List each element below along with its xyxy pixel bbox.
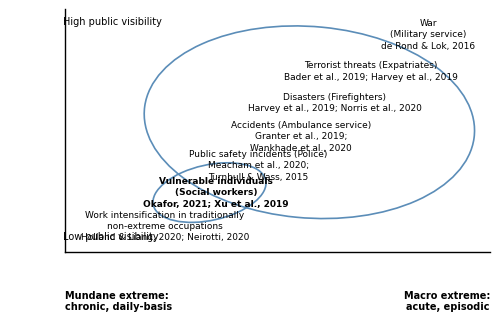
Text: Work intensification in traditionally
non-extreme occupations
Holland & Liang, 2: Work intensification in traditionally no… — [80, 211, 249, 243]
Text: War
(Military service)
de Rond & Lok, 2016: War (Military service) de Rond & Lok, 20… — [382, 19, 476, 51]
Text: Terrorist threats (Expatriates)
Bader et al., 2019; Harvey et al., 2019: Terrorist threats (Expatriates) Bader et… — [284, 61, 458, 82]
Text: High public visibility: High public visibility — [63, 17, 162, 27]
Text: Mundane extreme:
chronic, daily-basis: Mundane extreme: chronic, daily-basis — [65, 291, 172, 312]
Text: Vulnerable individuals
(Social workers)
Okafor, 2021; Xu et al., 2019: Vulnerable individuals (Social workers) … — [143, 177, 288, 209]
Text: Macro extreme:
acute, episodic: Macro extreme: acute, episodic — [404, 291, 490, 312]
Text: Public safety incidents (Police)
Meacham et al., 2020;
Turnbull & Wass, 2015: Public safety incidents (Police) Meacham… — [189, 150, 328, 182]
Text: Low public visibility: Low public visibility — [63, 232, 158, 242]
Text: Disasters (Firefighters)
Harvey et al., 2019; Norris et al., 2020: Disasters (Firefighters) Harvey et al., … — [248, 93, 422, 113]
Text: Accidents (Ambulance service)
Granter et al., 2019;
Wankhade et al., 2020: Accidents (Ambulance service) Granter et… — [231, 121, 371, 153]
